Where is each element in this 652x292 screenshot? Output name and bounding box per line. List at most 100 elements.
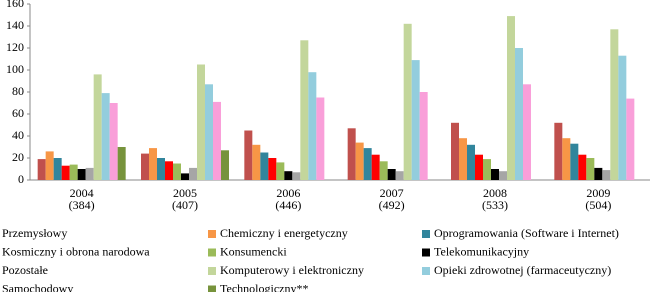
- bar: [117, 147, 126, 180]
- bar: [276, 162, 285, 180]
- y-tick-label: 20: [12, 150, 24, 164]
- bar: [507, 16, 515, 180]
- bar: [53, 158, 62, 180]
- legend-marker: [422, 230, 430, 238]
- x-tick-label: 2004: [70, 186, 94, 200]
- bar: [562, 138, 571, 180]
- x-tick-label: 2007: [380, 186, 404, 200]
- x-tick-label: 2008: [483, 186, 507, 200]
- bar: [419, 92, 428, 180]
- bar: [483, 159, 491, 180]
- y-tick-label: 40: [12, 128, 24, 142]
- legend-marker: [422, 248, 430, 257]
- x-tick-label: (504): [585, 198, 611, 212]
- bar: [610, 29, 619, 180]
- bar: [61, 165, 70, 180]
- bar: [221, 150, 229, 180]
- bar: [85, 167, 94, 180]
- bar: [499, 171, 507, 180]
- legend-label: Oprogramowania (Software i Internet): [434, 226, 619, 240]
- bar: [308, 72, 317, 180]
- legend-label: Telekomunikacyjny: [434, 244, 529, 258]
- x-tick-label: 2009: [586, 186, 610, 200]
- y-tick-label: 100: [6, 62, 24, 76]
- bar: [165, 161, 173, 180]
- legend-marker: [208, 267, 216, 275]
- y-tick-label: 0: [18, 172, 24, 186]
- bar: [570, 143, 579, 180]
- bar: [284, 171, 293, 180]
- x-tick-label: (384): [69, 198, 95, 212]
- legend-label: Pozostałe: [2, 263, 48, 277]
- bar: [141, 153, 149, 180]
- legend-label: Konsumencki: [220, 244, 287, 258]
- bar: [491, 169, 499, 180]
- bar: [37, 159, 46, 180]
- bar: [554, 122, 563, 180]
- bar: [363, 148, 372, 180]
- bar: [523, 84, 531, 180]
- legend-marker: [208, 285, 216, 292]
- bar: [371, 154, 380, 180]
- bar: [594, 167, 603, 180]
- bar: [387, 169, 396, 180]
- y-tick-label: 160: [6, 0, 24, 10]
- bar: [475, 154, 483, 180]
- bar: [260, 152, 269, 180]
- legend-label: Opieki zdrowotnej (farmaceutyczny): [434, 263, 611, 277]
- bar: [93, 74, 102, 180]
- bar: [459, 138, 467, 180]
- legend-label: Przemysłowy: [2, 226, 67, 240]
- bar: [379, 161, 388, 180]
- bar: [77, 169, 86, 180]
- bar: [197, 64, 205, 180]
- bar: [515, 48, 523, 180]
- legend-label: Samochodowy: [2, 281, 73, 292]
- legend-label: Kosmiczny i obrona narodowa: [2, 244, 150, 258]
- bar: [45, 151, 54, 180]
- legend-marker: [422, 267, 430, 275]
- bar: [189, 167, 197, 180]
- bar: [157, 158, 165, 180]
- bar: [173, 163, 181, 180]
- x-tick-label: 2005: [173, 186, 197, 200]
- bar: [292, 172, 301, 180]
- legend-marker: [208, 248, 216, 257]
- bar: [355, 142, 364, 180]
- y-tick-label: 60: [12, 106, 24, 120]
- x-tick-label: 2006: [276, 186, 300, 200]
- bar: [578, 154, 587, 180]
- bar: [69, 164, 78, 180]
- x-tick-label: (407): [172, 198, 198, 212]
- bar: [467, 144, 475, 180]
- bar: [205, 84, 213, 180]
- bar: [244, 130, 253, 180]
- x-tick-label: (492): [379, 198, 405, 212]
- bar: [411, 60, 420, 180]
- y-tick-label: 140: [6, 18, 24, 32]
- bar: [149, 148, 157, 180]
- legend-label: Chemiczny i energetyczny: [220, 226, 348, 240]
- bar: [213, 101, 221, 180]
- bar: [626, 98, 635, 180]
- bar: [101, 93, 110, 180]
- bar: [316, 97, 325, 180]
- bar: [181, 173, 189, 180]
- bar: [618, 55, 627, 181]
- x-tick-label: (533): [482, 198, 508, 212]
- legend-marker: [208, 230, 216, 238]
- x-tick-label: (446): [275, 198, 301, 212]
- bar: [252, 144, 261, 180]
- y-tick-label: 80: [12, 84, 24, 98]
- bar: [586, 158, 595, 180]
- y-tick-label: 120: [6, 40, 24, 54]
- legend-label: Technologiczny**: [220, 281, 308, 292]
- bar: [109, 103, 118, 180]
- legend-label: Komputerowy i elektroniczny: [220, 263, 364, 277]
- bar: [300, 40, 309, 180]
- bar: [395, 171, 404, 180]
- bar: [268, 158, 277, 180]
- bar: [347, 128, 356, 180]
- bar: [403, 23, 412, 180]
